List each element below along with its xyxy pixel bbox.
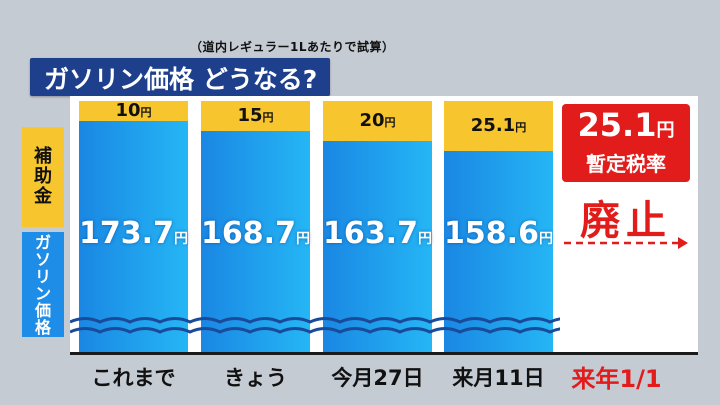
chart-subtitle: （道内レギュラー1Lあたりで試算） [190, 40, 395, 54]
bar-gasoline [79, 121, 188, 352]
bar-gasoline [201, 131, 310, 352]
tax-amount-value: 25.1 [577, 106, 657, 144]
subsidy-unit: 円 [384, 116, 396, 129]
gasoline-value: 173.7 [79, 216, 174, 251]
tax-amount-unit: 円 [656, 120, 675, 141]
bar-group: 20円 163.7円 [323, 101, 432, 352]
gasoline-value: 168.7 [201, 216, 296, 251]
tax-rate-label: 暫定税率 [586, 152, 666, 176]
wave-line-top [70, 317, 560, 324]
legend-gasoline: ガ ソ リ ン 価 格 [22, 232, 64, 337]
subsidy-value-label: 10円 [79, 100, 188, 124]
bar-subsidy [444, 101, 553, 152]
wave-line-bottom [70, 327, 560, 334]
bar-subsidy [79, 101, 188, 121]
axis-break-wave [70, 317, 560, 334]
subsidy-value-label: 25.1円 [444, 115, 553, 139]
subsidy-value: 25.1 [470, 115, 516, 137]
x-tick-label: 来年1/1 [571, 365, 662, 393]
x-tick-label: きょう [224, 366, 287, 390]
x-axis-line [70, 352, 698, 355]
gasoline-value: 158.6 [444, 216, 539, 251]
subsidy-value-label: 20円 [323, 110, 432, 134]
subsidy-unit: 円 [262, 111, 274, 124]
gasoline-unit: 円 [173, 231, 188, 247]
subsidy-value: 20 [359, 110, 385, 131]
gasoline-value-label: 168.7円 [201, 216, 310, 251]
gasoline-unit: 円 [417, 231, 432, 247]
gasoline-unit: 円 [538, 231, 553, 247]
abolish-text: 廃止 [580, 198, 672, 244]
bar-group: 10円 173.7円 [79, 100, 188, 352]
gasoline-value-label: 163.7円 [323, 216, 432, 251]
gasoline-value-label: 158.6円 [444, 216, 553, 251]
subsidy-unit: 円 [140, 106, 152, 119]
x-tick-label: 来月11日 [452, 366, 545, 390]
dashed-arrow [564, 237, 688, 249]
subsidy-value: 10 [115, 100, 141, 121]
gasoline-value-label: 173.7円 [79, 216, 188, 251]
bar-subsidy [323, 101, 432, 141]
chart-title: ガソリン価格 どうなる? [44, 65, 318, 94]
legend-gasoline-label: ガ ソ リ ン 価 格 [34, 233, 51, 337]
subsidy-value-label: 15円 [201, 105, 310, 129]
dashed-arrow-head [678, 237, 688, 249]
subsidy-unit: 円 [515, 121, 527, 135]
subsidy-value: 15 [237, 105, 263, 126]
legend-subsidy-label: 補 助 金 [34, 146, 52, 207]
legend-subsidy: 補 助 金 [22, 127, 64, 227]
bar-subsidy [201, 101, 310, 131]
tax-amount: 25.1円 [562, 106, 690, 144]
tax-rate-badge: 25.1円 暫定税率 [562, 104, 690, 182]
x-tick-label: 今月27日 [331, 366, 424, 390]
bar-gasoline [323, 141, 432, 352]
bar-group: 15円 168.7円 [201, 101, 310, 352]
title-banner: ガソリン価格 どうなる? [30, 58, 330, 96]
gasoline-unit: 円 [295, 231, 310, 247]
x-tick-label: これまで [91, 366, 176, 390]
gasoline-value: 163.7 [323, 216, 418, 251]
